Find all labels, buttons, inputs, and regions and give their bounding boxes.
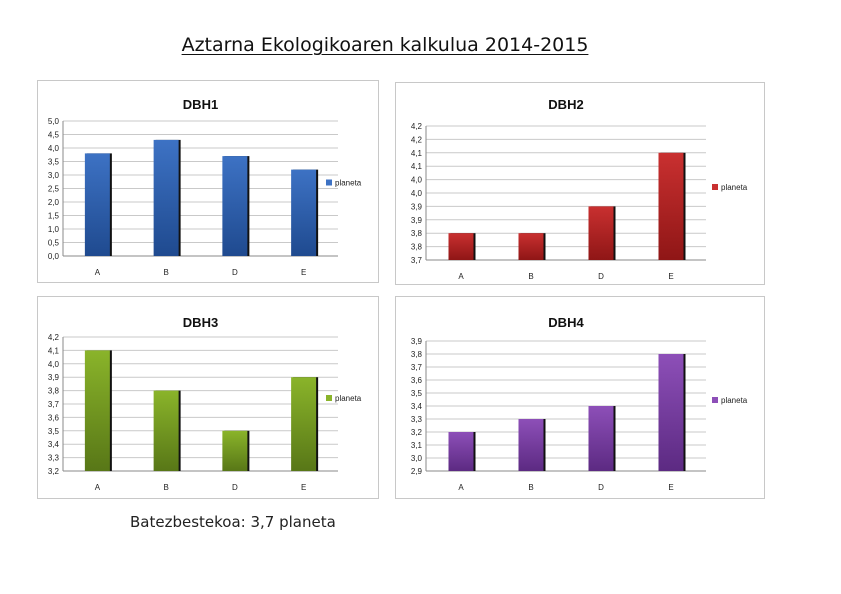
y-tick-label: 3,6 [411,376,423,385]
x-tick-label: B [528,272,533,281]
x-tick-label: A [458,272,464,281]
x-tick-label: D [232,268,238,277]
chart-title: DBH2 [548,97,583,112]
x-tick-label: A [458,483,464,492]
y-tick-label: 3,5 [48,427,60,436]
bar-b [153,139,179,256]
legend-swatch [326,395,332,401]
legend-swatch [712,397,718,403]
bar-a [84,350,110,471]
y-tick-label: 2,5 [48,185,60,194]
bar-a [84,153,110,256]
x-tick-label: E [301,483,306,492]
legend-label: planeta [335,179,362,188]
y-tick-label: 3,6 [48,413,60,422]
legend-label: planeta [721,183,748,192]
legend-label: planeta [721,396,748,405]
y-tick-label: 3,4 [411,402,423,411]
bar-a [448,432,474,471]
chart-dbh3-svg: DBH3 3,2 3,3 3,4 3,5 3,6 3,7 3,8 3,9 4,0 4,1 4,2 A B D… [48,315,362,492]
bar-e [658,152,684,260]
y-tick-label: 3,9 [411,216,423,225]
bar-e [291,169,317,256]
bar-b [518,233,544,260]
y-tick-label: 4,0 [411,176,423,185]
average-label: Batezbestekoa: 3,7 planeta [130,513,336,531]
y-tick-label: 4,0 [48,360,60,369]
chart-dbh2: DBH2 3,7 3,8 3,8 3,9 3,9 4,0 4,0 4,1 4,1 4,2 4,2 A B D… [395,82,765,285]
y-tick-label: 4,2 [48,333,60,342]
legend-label: planeta [335,394,362,403]
y-tick-label: 2,0 [48,198,60,207]
y-tick-label: 3,9 [411,202,423,211]
y-tick-label: 4,2 [411,122,423,131]
y-tick-label: 4,2 [411,135,423,144]
chart-dbh1: DBH1 0,0 0,5 1,0 1,5 2,0 2,5 3,0 3,5 4,0 4,5 5,0 A B D… [37,80,379,283]
bar-b [518,419,544,471]
x-tick-label: B [528,483,533,492]
y-tick-label: 2,9 [411,467,423,476]
bar-e [658,354,684,471]
y-tick-label: 3,9 [411,337,423,346]
legend-swatch [712,184,718,190]
y-tick-label: 1,5 [48,212,60,221]
y-tick-label: 3,2 [48,467,60,476]
x-tick-label: A [95,483,101,492]
chart-dbh1-svg: DBH1 0,0 0,5 1,0 1,5 2,0 2,5 3,0 3,5 4,0 4,5 5,0 A B D… [48,97,362,277]
chart-dbh4-svg: DBH4 2,9 3,0 3,1 3,2 3,3 3,4 3,5 3,6 3,7 3,8 3,9 A B D… [411,315,748,492]
y-tick-label: 5,0 [48,117,60,126]
y-tick-label: 3,5 [48,158,60,167]
y-tick-label: 3,7 [48,400,60,409]
chart-dbh2-svg: DBH2 3,7 3,8 3,8 3,9 3,9 4,0 4,0 4,1 4,1 4,2 4,2 A B D… [411,97,748,281]
y-tick-label: 4,1 [411,162,423,171]
y-tick-label: 3,0 [48,171,60,180]
legend-swatch [326,179,332,186]
x-tick-label: D [598,272,604,281]
chart-dbh4: DBH4 2,9 3,0 3,1 3,2 3,3 3,4 3,5 3,6 3,7 3,8 3,9 A B D… [395,296,765,499]
y-tick-label: 3,8 [411,243,423,252]
y-tick-label: 3,0 [411,454,423,463]
y-tick-label: 4,5 [48,131,60,140]
x-tick-label: E [668,272,673,281]
y-tick-label: 3,1 [411,441,423,450]
y-tick-label: 3,2 [411,428,423,437]
y-tick-label: 3,7 [411,256,423,265]
y-tick-label: 3,3 [411,415,423,424]
bar-d [588,406,614,471]
y-tick-label: 3,7 [411,363,423,372]
y-tick-label: 3,9 [48,373,60,382]
y-tick-label: 3,4 [48,440,60,449]
bar-e [291,377,317,471]
y-tick-label: 4,1 [48,346,60,355]
x-tick-label: A [95,268,101,277]
bar-b [153,390,179,471]
y-tick-label: 3,5 [411,389,423,398]
y-tick-label: 4,0 [48,144,60,153]
y-tick-label: 3,8 [411,229,423,238]
x-tick-label: B [163,268,168,277]
page-title: Aztarna Ekologikoaren kalkulua 2014-2015 [181,34,589,56]
bar-a [448,233,474,260]
bar-d [222,430,248,471]
y-tick-label: 0,0 [48,252,60,261]
y-tick-label: 3,3 [48,454,60,463]
y-tick-label: 0,5 [48,239,60,248]
x-tick-label: E [668,483,673,492]
x-tick-label: B [163,483,168,492]
chart-title: DBH3 [183,315,218,330]
y-tick-label: 1,0 [48,225,60,234]
chart-title: DBH1 [183,97,218,112]
x-tick-label: E [301,268,306,277]
x-tick-label: D [232,483,238,492]
y-tick-label: 3,8 [411,350,423,359]
bar-d [588,206,614,260]
x-tick-label: D [598,483,604,492]
chart-dbh3: DBH3 3,2 3,3 3,4 3,5 3,6 3,7 3,8 3,9 4,0 4,1 4,2 A B D… [37,296,379,499]
y-tick-label: 4,0 [411,189,423,198]
y-tick-label: 4,1 [411,149,423,158]
bar-d [222,156,248,256]
y-tick-label: 3,8 [48,387,60,396]
chart-title: DBH4 [548,315,584,330]
